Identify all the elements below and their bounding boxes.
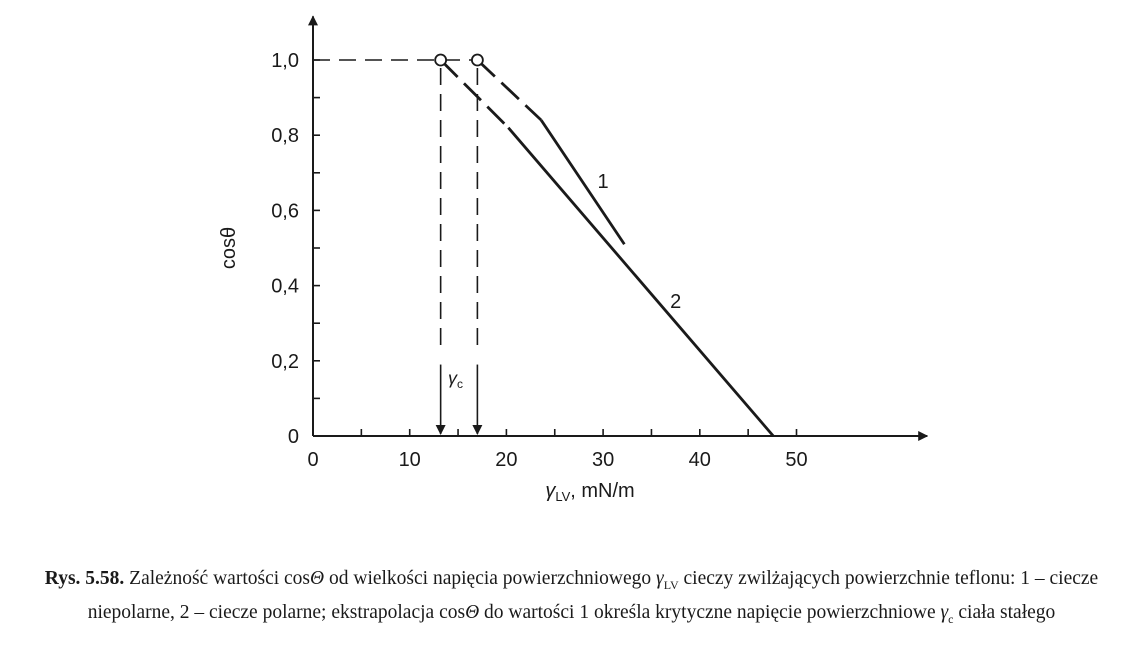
x-tick-label: 50	[785, 449, 807, 471]
x-axis-title: γLV, mN/m	[545, 480, 634, 504]
caption-theta-2: Θ	[465, 601, 480, 623]
extrapolation-guides	[313, 59, 483, 435]
caption-gamma-sub: LV	[663, 577, 679, 592]
caption-theta: Θ	[310, 568, 325, 589]
series-extrapolated-line	[439, 59, 510, 129]
axes	[308, 15, 929, 441]
figure-caption: Rys. 5.58. Zależność wartości cosΘ od wi…	[40, 565, 1103, 633]
series-lines: 12	[434, 53, 775, 437]
y-tick-label: 0,8	[271, 125, 299, 147]
critical-point-marker	[470, 53, 484, 67]
caption-label: Rys. 5.58.	[44, 568, 125, 589]
y-tick-label: 0,2	[271, 351, 299, 373]
x-tick-label: 30	[592, 449, 614, 471]
x-tick-label: 40	[689, 449, 711, 471]
caption-gamma-c-sub: c	[948, 611, 954, 626]
series-extrapolated-line	[476, 58, 543, 122]
y-tick-label: 0,6	[271, 200, 299, 222]
ticks: 0 10 20 30 40 50 0 0,2 0,4 0,6 0,8 1,0	[271, 50, 807, 471]
caption-text-3: cieczy zwilżających powierzchnie teflonu…	[87, 568, 1099, 623]
y-tick-label: 0	[288, 426, 299, 448]
x-tick-label: 10	[399, 449, 421, 471]
critical-point-marker	[434, 53, 448, 67]
x-tick-label: 0	[307, 449, 318, 471]
caption-text-5: ciała stałego	[953, 601, 1056, 623]
y-tick-label: 0,4	[271, 276, 299, 298]
y-axis-title: cosθ	[218, 227, 240, 269]
caption-text-2: od wielkości napięcia powierzchniowego	[324, 568, 657, 589]
y-tick-label: 1,0	[271, 50, 299, 72]
gamma-c-label: γc	[448, 368, 463, 391]
series-solid-line	[507, 126, 775, 437]
series-label: 2	[670, 291, 681, 313]
series-label: 1	[598, 171, 609, 193]
caption-text-1: Zależność wartości cos	[124, 568, 311, 589]
x-tick-label: 20	[495, 449, 517, 471]
caption-gamma: γ	[656, 568, 664, 589]
caption-gamma-c: γ	[940, 601, 949, 623]
series-solid-line	[540, 119, 626, 246]
caption-text-4: do wartości 1 określa krytyczne napięcie…	[479, 601, 941, 623]
